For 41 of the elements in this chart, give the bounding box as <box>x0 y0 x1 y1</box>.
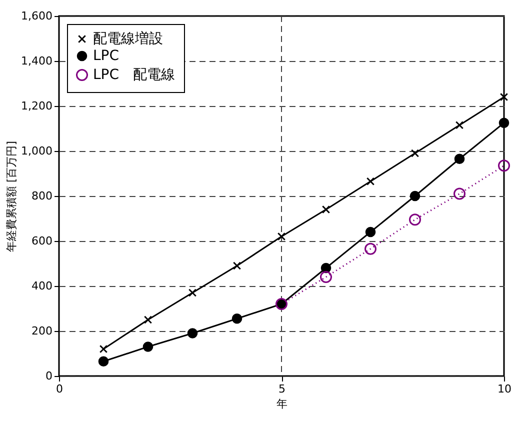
point <box>454 188 466 200</box>
point <box>187 328 198 338</box>
point <box>142 342 154 352</box>
legend-label: 配電線増設 <box>93 30 163 47</box>
point <box>366 177 375 186</box>
point <box>232 313 242 324</box>
y-tick-label: 1,200 <box>21 100 52 112</box>
y-tick-label: 600 <box>32 234 52 248</box>
point <box>98 356 109 367</box>
y-tick-label: 1,000 <box>21 144 52 158</box>
point <box>99 344 108 354</box>
point <box>320 262 332 274</box>
y-tick-label: 400 <box>32 280 52 292</box>
y-axis-title: 年経費累積額 [百万円] <box>5 140 18 252</box>
point <box>322 205 330 214</box>
point <box>454 154 465 164</box>
x-tick-label: 0 <box>56 382 63 396</box>
point <box>455 121 464 130</box>
x-tick-label: 10 <box>498 382 512 396</box>
point <box>410 149 420 158</box>
y-tick-label: 200 <box>32 324 52 338</box>
y-tick-label: 1,600 <box>21 10 52 22</box>
y-tick-label: 1,400 <box>21 54 52 68</box>
point <box>320 271 332 283</box>
legend-label: LPC <box>93 48 120 64</box>
point <box>188 288 197 297</box>
point <box>144 316 152 324</box>
y-tick-label: 0 <box>46 370 52 382</box>
point <box>498 160 510 172</box>
y-tick-label: 800 <box>32 190 52 202</box>
point <box>498 118 510 128</box>
point <box>277 232 286 241</box>
point <box>500 92 508 102</box>
point <box>364 242 376 255</box>
legend-label: LPC 配電線 <box>93 67 176 83</box>
point <box>410 190 420 202</box>
x-axis-title: 年 <box>276 398 288 410</box>
point <box>365 226 376 238</box>
x-tick-label: 5 <box>278 382 286 396</box>
point <box>409 214 421 226</box>
point <box>232 262 242 270</box>
